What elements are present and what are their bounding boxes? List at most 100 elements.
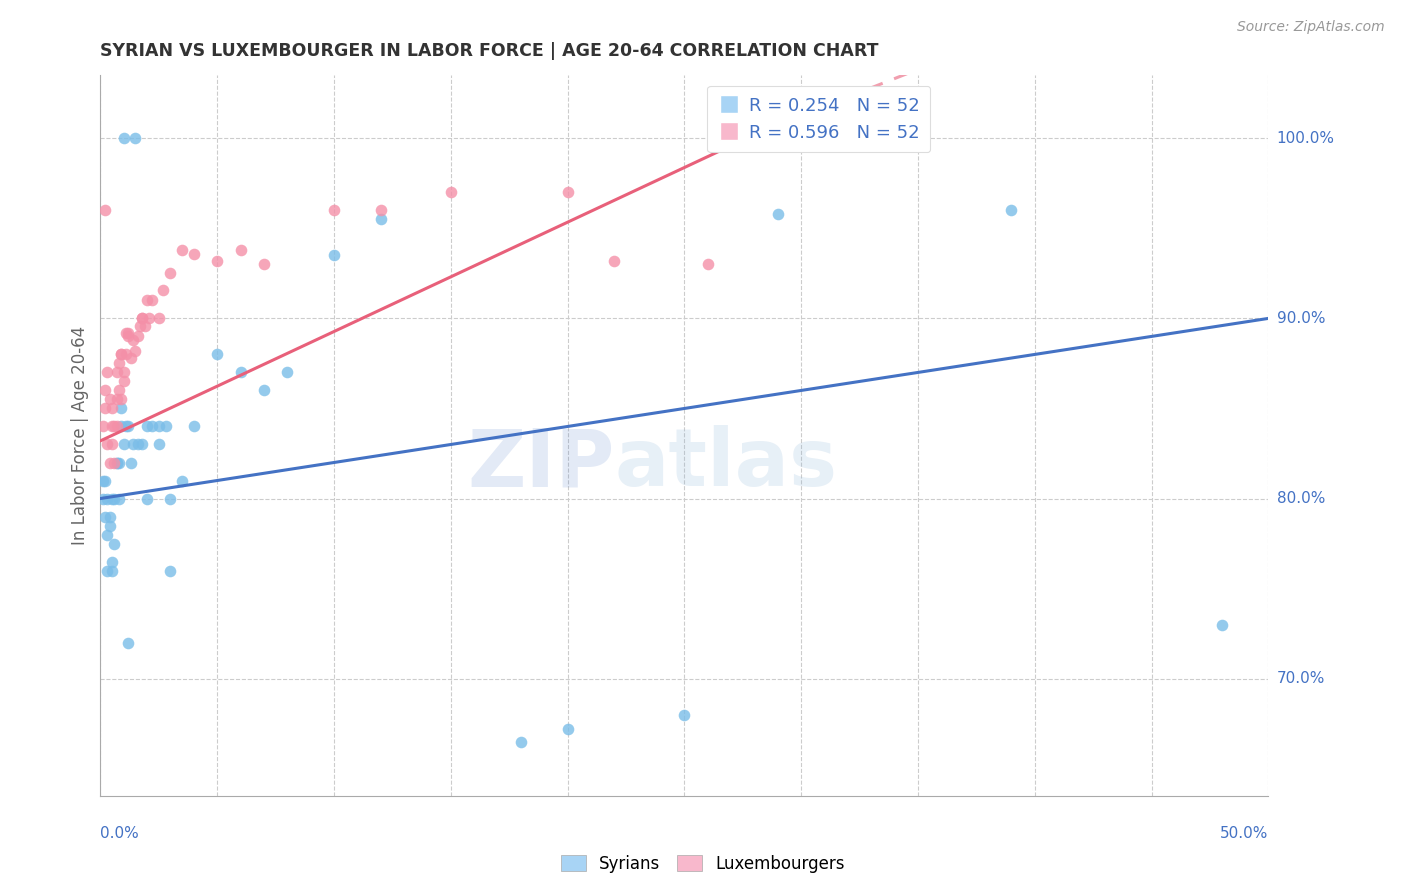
Point <box>105 392 128 407</box>
Point <box>557 722 579 736</box>
Point <box>131 437 153 451</box>
Point <box>94 401 117 416</box>
Legend: Syrians, Luxembourgers: Syrians, Luxembourgers <box>554 848 852 880</box>
Point <box>91 491 114 506</box>
Point <box>159 564 181 578</box>
Point <box>91 419 114 434</box>
Text: SYRIAN VS LUXEMBOURGER IN LABOR FORCE | AGE 20-64 CORRELATION CHART: SYRIAN VS LUXEMBOURGER IN LABOR FORCE | … <box>100 42 879 60</box>
Point <box>98 392 121 407</box>
Point <box>134 318 156 333</box>
Point <box>122 437 145 451</box>
Point <box>117 419 139 434</box>
Point <box>110 392 132 407</box>
Point <box>129 318 152 333</box>
Point <box>96 437 118 451</box>
Point <box>138 311 160 326</box>
Point <box>94 384 117 398</box>
Point <box>120 456 142 470</box>
Point <box>117 329 139 343</box>
Point <box>112 437 135 451</box>
Point <box>105 456 128 470</box>
Point <box>122 333 145 347</box>
Point <box>103 419 125 434</box>
Point <box>108 456 131 470</box>
Point <box>183 419 205 434</box>
Point <box>105 419 128 434</box>
Point <box>101 564 124 578</box>
Point <box>370 203 392 218</box>
Point <box>124 131 146 145</box>
Point <box>229 366 252 380</box>
Point <box>183 246 205 260</box>
Text: Source: ZipAtlas.com: Source: ZipAtlas.com <box>1237 20 1385 34</box>
Text: atlas: atlas <box>614 425 838 503</box>
Point <box>110 347 132 361</box>
Point <box>141 419 163 434</box>
Point <box>131 311 153 326</box>
Point <box>120 351 142 365</box>
Point <box>112 375 135 389</box>
Point <box>159 491 181 506</box>
Point <box>172 243 194 257</box>
Point <box>108 491 131 506</box>
Point <box>115 347 138 361</box>
Point <box>205 253 228 268</box>
Point <box>98 509 121 524</box>
Legend: R = 0.254   N = 52, R = 0.596   N = 52: R = 0.254 N = 52, R = 0.596 N = 52 <box>707 86 931 153</box>
Point <box>98 456 121 470</box>
Point <box>127 437 149 451</box>
Point <box>253 384 276 398</box>
Point <box>96 527 118 541</box>
Point <box>105 456 128 470</box>
Point <box>103 456 125 470</box>
Point <box>115 326 138 340</box>
Text: 0.0%: 0.0% <box>100 826 139 841</box>
Point <box>323 203 346 218</box>
Point <box>1211 617 1233 632</box>
Point <box>136 419 159 434</box>
Point <box>91 474 114 488</box>
Point <box>205 347 228 361</box>
Point <box>603 253 626 268</box>
Point <box>1000 203 1022 218</box>
Point <box>117 326 139 340</box>
Point <box>155 419 177 434</box>
Point <box>110 401 132 416</box>
Point <box>148 311 170 326</box>
Text: 100.0%: 100.0% <box>1277 131 1334 145</box>
Point <box>673 707 696 722</box>
Text: ZIP: ZIP <box>467 425 614 503</box>
Point <box>159 266 181 280</box>
Point <box>131 311 153 326</box>
Point <box>141 293 163 308</box>
Text: 70.0%: 70.0% <box>1277 671 1324 686</box>
Point <box>148 437 170 451</box>
Point <box>94 509 117 524</box>
Point <box>96 491 118 506</box>
Point <box>117 635 139 649</box>
Point <box>101 437 124 451</box>
Point <box>253 257 276 271</box>
Point <box>696 257 718 271</box>
Point <box>172 474 194 488</box>
Point <box>229 243 252 257</box>
Point <box>101 491 124 506</box>
Point <box>370 212 392 227</box>
Point <box>110 347 132 361</box>
Point <box>440 186 463 200</box>
Point <box>148 419 170 434</box>
Point <box>101 555 124 569</box>
Point <box>557 186 579 200</box>
Point <box>103 536 125 550</box>
Text: 50.0%: 50.0% <box>1220 826 1268 841</box>
Point <box>766 207 789 221</box>
Point <box>115 419 138 434</box>
Point <box>105 366 128 380</box>
Point <box>96 564 118 578</box>
Point <box>127 329 149 343</box>
Point <box>108 384 131 398</box>
Point <box>101 419 124 434</box>
Point <box>110 419 132 434</box>
Text: 90.0%: 90.0% <box>1277 311 1326 326</box>
Point <box>103 491 125 506</box>
